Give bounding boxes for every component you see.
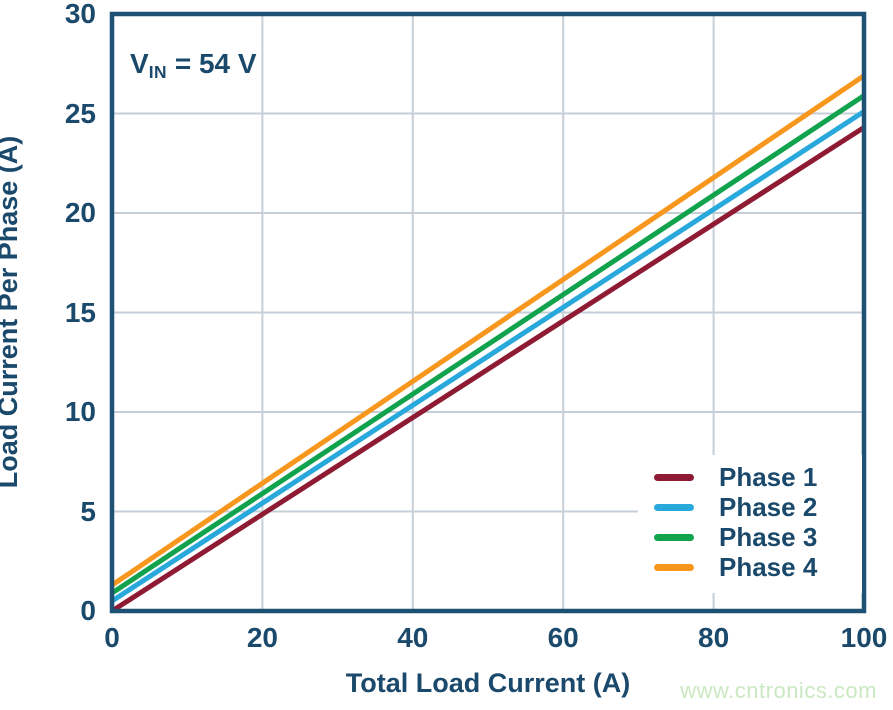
vin-annotation-var: V: [130, 48, 149, 79]
y-tick-label-15: 15: [64, 296, 96, 328]
x-tick-label-40: 40: [397, 622, 429, 653]
plot-frame: [109, 11, 867, 614]
series-line-phase-1: [110, 125, 866, 614]
x-tick-label-20: 20: [246, 622, 278, 653]
legend-label-phase-2: Phase 2: [719, 492, 818, 522]
legend: Phase 1 Phase 2 Phase 3 Phase 4: [638, 455, 862, 593]
x-tick-label-80: 80: [698, 622, 730, 653]
x-axis-title: Total Load Current (A): [345, 668, 631, 698]
legend-label-phase-1: Phase 1: [719, 462, 818, 492]
y-tick-label-10: 10: [64, 396, 96, 427]
x-tick-label-60: 60: [547, 622, 579, 653]
watermark: www.cntronics.com: [680, 678, 877, 703]
legend-swatch-phase-3: [654, 533, 694, 541]
x-tick-label-0: 0: [104, 622, 120, 653]
y-tick-label-25: 25: [64, 97, 96, 129]
legend-swatch-phase-1: [654, 473, 694, 481]
legend-item-phase-3: Phase 3: [654, 522, 862, 552]
vin-annotation-subscript: IN: [148, 62, 168, 83]
legend-label-phase-4: Phase 4: [719, 552, 818, 582]
vin-annotation-value: = 54 V: [167, 48, 257, 79]
legend-swatch-phase-2: [654, 503, 694, 511]
y-tick-label-20: 20: [64, 197, 96, 228]
legend-label-phase-3: Phase 3: [719, 522, 818, 552]
y-axis-title: Load Current Per Phase (A): [0, 135, 23, 489]
legend-swatch-phase-4: [654, 563, 694, 571]
y-tick-label-30: 30: [64, 0, 96, 29]
series-line-phase-4: [110, 73, 866, 588]
series-line-phase-2: [110, 109, 866, 604]
legend-item-phase-4: Phase 4: [654, 552, 862, 582]
series-line-phase-3: [110, 93, 866, 596]
legend-item-phase-2: Phase 2: [654, 492, 862, 522]
y-tick-label-0: 0: [80, 595, 96, 626]
legend-item-phase-1: Phase 1: [654, 462, 862, 492]
x-tick-label-100: 100: [840, 622, 888, 653]
y-tick-label-5: 5: [80, 495, 96, 527]
vin-annotation: VIN = 54 V: [130, 48, 257, 83]
